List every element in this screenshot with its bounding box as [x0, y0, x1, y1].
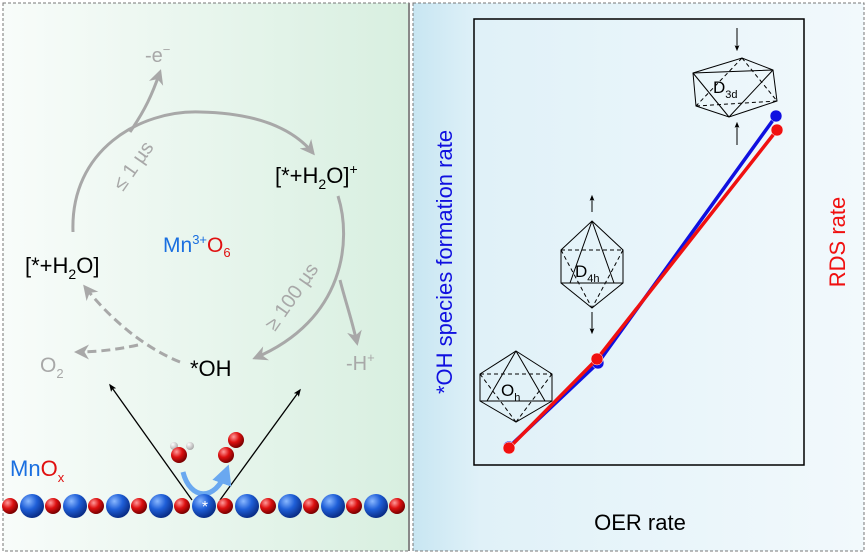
state-oh: *OH	[190, 356, 232, 381]
o2-molecule	[218, 432, 244, 463]
o-atom	[174, 498, 190, 514]
mn3-o6-label: Mn3+O6	[163, 232, 231, 260]
left-panel-frame	[2, 2, 410, 552]
right-panel: OER rate *OH species formation rate RDS …	[412, 2, 865, 552]
x-axis-label: OER rate	[594, 510, 686, 535]
rds-series-point	[590, 352, 604, 366]
zoom-arrow-right	[219, 388, 301, 501]
d3d-octahedron: D3d	[692, 28, 778, 145]
o-atom	[346, 498, 362, 514]
right-y-axis-label: RDS rate	[825, 197, 850, 287]
state-adsorbed-water: [*+H2O]	[25, 253, 99, 282]
arrow-electron-loss	[128, 69, 164, 133]
svg-text:D4h: D4h	[575, 262, 600, 285]
arrow-deprotonation	[252, 195, 346, 361]
state-oxidized-water: [*+H2O]+	[275, 161, 358, 192]
plot-series	[502, 109, 784, 455]
o-atom	[131, 498, 147, 514]
mnox-surface	[2, 494, 405, 518]
o-atom	[389, 498, 405, 514]
oh-formation-series-point	[769, 109, 783, 123]
active-site-marker: *	[202, 499, 208, 516]
mn-atom	[63, 494, 87, 518]
o2-label: O2	[40, 354, 64, 381]
d4h-octahedron: D4h	[560, 194, 624, 335]
mn-atom	[278, 494, 302, 518]
o-atom	[2, 498, 18, 514]
arrow-proton-loss	[338, 279, 362, 346]
o-atom	[45, 498, 61, 514]
o-atom	[260, 498, 276, 514]
plot-frame	[473, 18, 805, 466]
left-y-axis-label: *OH species formation rate	[432, 130, 457, 394]
mn-atom	[235, 494, 259, 518]
arrow-o2-release	[74, 343, 139, 360]
svg-text:Oh: Oh	[501, 381, 520, 404]
mn-atom	[192, 494, 216, 518]
mn-atom	[106, 494, 130, 518]
right-panel-frame	[412, 2, 865, 552]
mn-atom	[20, 494, 44, 518]
left-panel: -e− [*+H2O]+ [*+H2O] *OH O2 -H+ ≤ 1 µs ≥…	[2, 2, 410, 552]
mn-atom	[149, 494, 173, 518]
oh-octahedron: Oh	[479, 350, 553, 423]
proton-loss-label: -H+	[346, 350, 375, 375]
rds-series-point	[502, 441, 516, 455]
mn-atom	[321, 494, 345, 518]
zoom-arrow-left	[109, 383, 193, 501]
o-atom	[88, 498, 104, 514]
mn-atom	[364, 494, 388, 518]
arrow-regeneration	[83, 284, 181, 364]
electron-loss-label: -e−	[145, 42, 170, 67]
water-molecule	[170, 442, 194, 463]
mnox-label: MnOx	[10, 456, 65, 485]
o-atom	[303, 498, 319, 514]
o-atom	[217, 498, 233, 514]
rds-series-point	[770, 123, 784, 137]
arrow-oxidation	[71, 110, 315, 233]
conversion-arrow	[180, 464, 232, 497]
svg-text:D3d: D3d	[713, 78, 738, 101]
